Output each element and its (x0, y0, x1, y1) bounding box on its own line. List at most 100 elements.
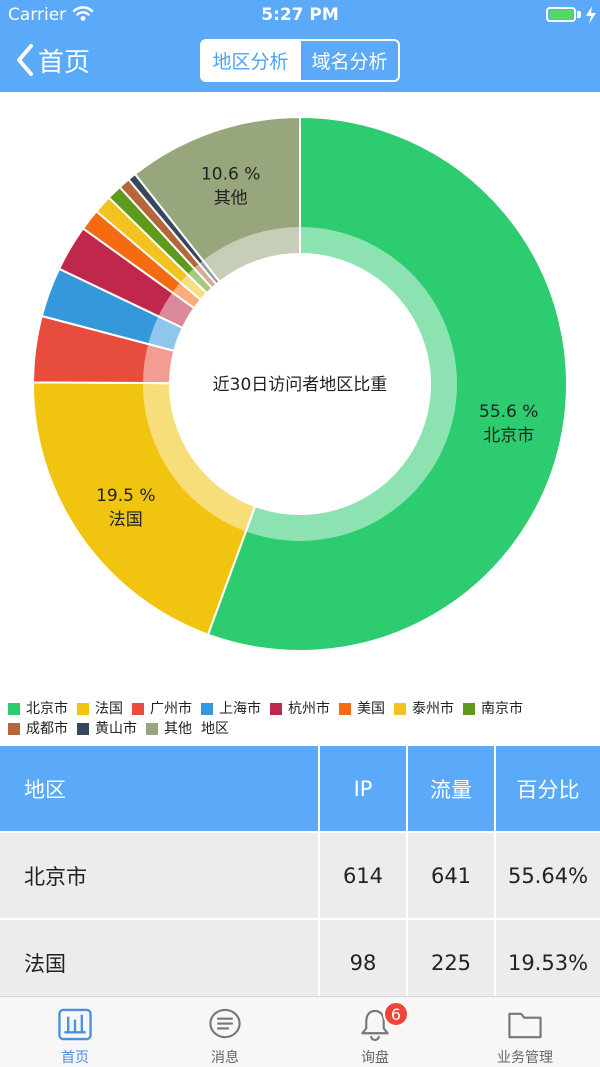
top-bar: Carrier 5:27 PM 首页 地区分析 域名分析 (0, 0, 600, 92)
pie-slice-inner-ring (143, 344, 175, 384)
pie-slice-inner-ring (180, 274, 207, 300)
region-donut-chart: 55.6 % 北京市 19.5 % 法国 10.6 % 其他近30日访问者地区比重 (0, 92, 600, 692)
cell-region: 法国 (0, 920, 320, 1005)
legend-item[interactable]: 南京市 (463, 699, 523, 719)
table-row[interactable]: 北京市 614 641 55.64% (0, 831, 600, 918)
table-header-row: 地区 IP 流量 百分比 (0, 746, 600, 831)
tab-inquiries[interactable]: 6 询盘 (300, 997, 450, 1067)
chevron-left-icon (17, 44, 33, 76)
clock: 5:27 PM (261, 5, 339, 25)
slice-name-label: 法国 (109, 510, 143, 530)
pie-slice-10[interactable] (133, 115, 301, 284)
pie-slice-inner-ring (187, 268, 213, 294)
segment-region-analysis[interactable]: 地区分析 (202, 41, 299, 80)
pie-slice-0[interactable] (206, 115, 568, 652)
message-icon (209, 1008, 241, 1039)
bell-icon (361, 1009, 389, 1042)
pie-slice-inner-ring (158, 292, 195, 328)
chart-legend: 北京市 法国 广州市 上海市 杭州市 美国 泰州市 南京市成都市 黄山市 其他 地区 (8, 699, 596, 739)
header-ip: IP (320, 746, 408, 831)
cell-ip: 614 (320, 833, 408, 918)
tab-label: 消息 (211, 1050, 239, 1066)
legend-item[interactable]: 成都市 (8, 719, 68, 739)
slice-percent-label: 10.6 % (201, 165, 260, 185)
legend-swatch (201, 703, 213, 715)
segment-domain-analysis[interactable]: 域名分析 (299, 41, 398, 80)
legend-item[interactable]: 北京市 (8, 699, 68, 719)
legend-label: 其他 (164, 721, 192, 737)
back-label: 首页 (38, 47, 91, 78)
chart-icon (58, 1008, 92, 1041)
legend-label: 杭州市 (288, 701, 330, 717)
tab-messages[interactable]: 消息 (150, 997, 300, 1067)
folder-icon (508, 1012, 542, 1039)
legend-item[interactable]: 上海市 (201, 699, 261, 719)
legend-label: 成都市 (26, 721, 68, 737)
pie-slice-1[interactable] (32, 381, 257, 636)
inquiry-count-badge: 6 (383, 1001, 409, 1027)
legend-swatch (394, 703, 406, 715)
legend-swatch (8, 703, 20, 715)
legend-item[interactable]: 黄山市 (77, 719, 137, 739)
analysis-segmented-control: 地区分析 域名分析 (200, 39, 400, 82)
legend-label: 南京市 (481, 701, 523, 717)
legend-label: 广州市 (150, 701, 192, 717)
header-traffic: 流量 (408, 746, 496, 831)
legend-swatch (339, 703, 351, 715)
legend-swatch (77, 703, 89, 715)
pie-slice-inner-ring (202, 227, 300, 282)
tab-bar: 首页 消息 6 询盘 业务管理 (0, 996, 600, 1067)
legend-item[interactable]: 其他 (146, 719, 192, 739)
tab-business[interactable]: 业务管理 (450, 997, 600, 1067)
slice-percent-label: 19.5 % (96, 486, 155, 506)
legend-label: 泰州市 (412, 701, 454, 717)
legend-swatch (270, 703, 282, 715)
tab-label: 业务管理 (497, 1050, 553, 1066)
header-percent: 百分比 (516, 777, 580, 802)
legend-item[interactable]: 杭州市 (270, 699, 330, 719)
cell-region: 北京市 (0, 833, 320, 918)
legend-label: 法国 (95, 701, 123, 717)
cell-percent: 55.64% (507, 863, 589, 888)
legend-label: 上海市 (219, 701, 261, 717)
legend-label: 黄山市 (95, 721, 137, 737)
donut-center-label: 近30日访问者地区比重 (213, 375, 388, 395)
legend-swatch (146, 723, 158, 735)
cell-ip: 98 (320, 920, 408, 1005)
pie-slice-inner-ring (142, 383, 256, 532)
cell-percent: 19.53% (507, 950, 589, 975)
pie-slice-inner-ring (193, 263, 217, 289)
cell-traffic: 225 (408, 920, 496, 1005)
tab-label: 首页 (61, 1050, 89, 1066)
pie-slice-inner-ring (199, 260, 220, 285)
legend-swatch (132, 703, 144, 715)
legend-label: 北京市 (26, 701, 68, 717)
legend-item[interactable]: 广州市 (132, 699, 192, 719)
wifi-icon (72, 6, 94, 21)
legend-label: 美国 (357, 701, 385, 717)
pie-slice-inner-ring (148, 316, 183, 351)
tab-label: 询盘 (361, 1050, 389, 1066)
cell-traffic: 641 (408, 833, 496, 918)
battery-icon (546, 7, 576, 22)
slice-name-label: 北京市 (483, 426, 534, 446)
pie-slice-inner-ring (245, 227, 457, 541)
back-button[interactable]: 首页 (14, 40, 90, 80)
legend-title: 地区 (201, 721, 229, 737)
charging-bolt-icon (586, 6, 596, 24)
tab-home[interactable]: 首页 (0, 997, 150, 1067)
table-row[interactable]: 法国 98 225 19.53% (0, 918, 600, 1005)
region-table: 地区 IP 流量 百分比 北京市 614 641 55.64% 法国 98 22… (0, 746, 600, 1005)
legend-swatch (77, 723, 89, 735)
slice-name-label: 其他 (214, 189, 248, 209)
legend-swatch (463, 703, 475, 715)
carrier-label: Carrier (8, 5, 67, 25)
slice-percent-label: 55.6 % (479, 402, 538, 422)
legend-item[interactable]: 法国 (77, 699, 123, 719)
legend-swatch (8, 723, 20, 735)
status-bar: Carrier 5:27 PM (0, 0, 600, 30)
legend-item[interactable]: 泰州市 (394, 699, 454, 719)
pie-slice-inner-ring (172, 282, 201, 309)
legend-item[interactable]: 美国 (339, 699, 385, 719)
